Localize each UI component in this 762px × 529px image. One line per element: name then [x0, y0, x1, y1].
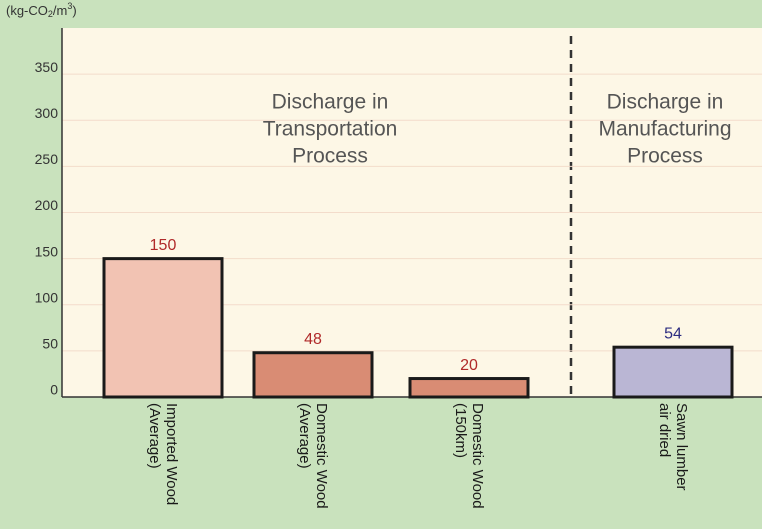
- y-tick-label: 350: [35, 59, 59, 75]
- x-tick-label: Imported Wood: [163, 403, 180, 505]
- bar: [252, 351, 374, 399]
- y-axis-label-part: /m: [53, 3, 67, 18]
- y-tick-label: 250: [35, 151, 59, 167]
- x-tick-label: Sawn lumber: [673, 403, 690, 491]
- y-tick-label: 200: [35, 197, 59, 213]
- bar: [408, 377, 530, 399]
- x-tick-label: (150km): [452, 403, 469, 458]
- y-axis-label: (kg-CO2/m3): [6, 1, 77, 19]
- y-tick-label: 300: [35, 105, 59, 121]
- value-label: 48: [304, 331, 322, 348]
- y-tick-label: 150: [35, 243, 59, 259]
- y-axis-label-part: (kg-CO: [6, 3, 48, 18]
- y-tick-label: 50: [42, 336, 58, 352]
- y-axis-label-part: ): [72, 3, 76, 18]
- value-label: 54: [664, 325, 682, 342]
- annotation: Manufacturing: [598, 118, 731, 141]
- annotation: Discharge in: [272, 91, 389, 114]
- annotation: Process: [627, 145, 703, 168]
- y-axis-label-sub: 2: [48, 9, 53, 19]
- annotation: Transportation: [263, 118, 398, 141]
- x-tick-label: air dried: [656, 403, 673, 457]
- value-label: 20: [460, 357, 478, 374]
- value-label: 150: [150, 237, 177, 254]
- bar: [612, 345, 734, 399]
- y-tick-label: 100: [35, 289, 59, 305]
- x-tick-label: Domestic Wood: [469, 403, 486, 509]
- x-tick-label: (Average): [146, 403, 163, 469]
- annotation: Process: [292, 145, 368, 168]
- x-tick-label: Domestic Wood: [313, 403, 330, 509]
- bar: [102, 257, 224, 399]
- y-axis-label-sup: 3: [67, 1, 72, 11]
- y-tick-label: 0: [50, 382, 58, 398]
- annotation: Discharge in: [607, 91, 724, 114]
- x-tick-label: (Average): [296, 403, 313, 469]
